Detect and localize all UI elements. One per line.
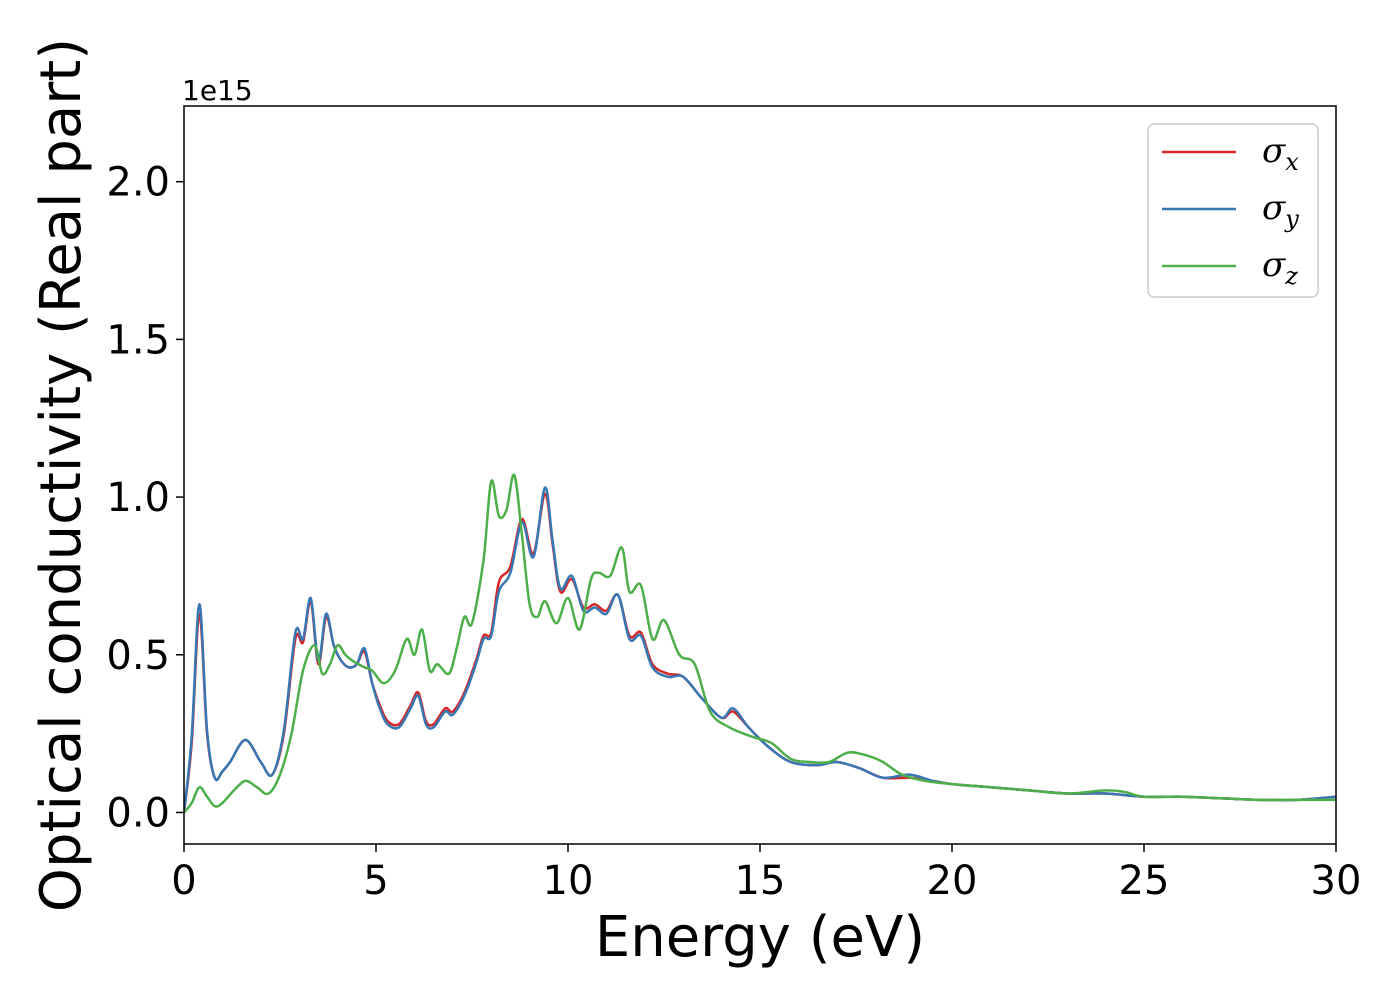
legend-subscript: x — [1285, 148, 1299, 176]
y-tick-label: 0.5 — [106, 633, 170, 679]
legend-subscript: z — [1284, 262, 1298, 290]
x-axis-label: Energy (eV) — [595, 905, 925, 970]
x-tick-label: 15 — [735, 858, 786, 904]
legend-box — [1147, 123, 1319, 298]
series-lines — [184, 473, 1336, 814]
x-tick-label: 30 — [1311, 858, 1362, 904]
series-line-y — [184, 486, 1336, 813]
series-line-z — [184, 473, 1336, 814]
legend-symbol: σ — [1262, 188, 1286, 228]
x-tick-label: 0 — [171, 858, 196, 904]
y-tick-label: 1.0 — [106, 475, 170, 521]
plot-area — [184, 106, 1336, 844]
legend-label-y: σy — [1262, 188, 1299, 233]
y-tick-label: 0.0 — [106, 790, 170, 836]
x-tick-label: 10 — [543, 858, 594, 904]
y-tick-label: 1.5 — [106, 317, 170, 363]
legend-label-z: σz — [1262, 245, 1298, 290]
legend-label-x: σx — [1262, 131, 1299, 176]
legend-subscript: y — [1284, 205, 1299, 233]
x-tick-label: 5 — [363, 858, 388, 904]
y-axis-label: Optical conductivity (Real part) — [29, 38, 94, 912]
x-axis-ticks: 0 5 10 15 20 25 30 — [171, 844, 1361, 904]
legend-symbol: σ — [1262, 245, 1286, 285]
x-tick-label: 20 — [927, 858, 978, 904]
y-offset-label: 1e15 — [182, 74, 253, 107]
x-tick-label: 25 — [1119, 858, 1170, 904]
y-tick-label: 2.0 — [106, 160, 170, 206]
y-axis-ticks: 0.0 0.5 1.0 1.5 2.0 — [106, 160, 184, 836]
legend-symbol: σ — [1262, 131, 1286, 171]
